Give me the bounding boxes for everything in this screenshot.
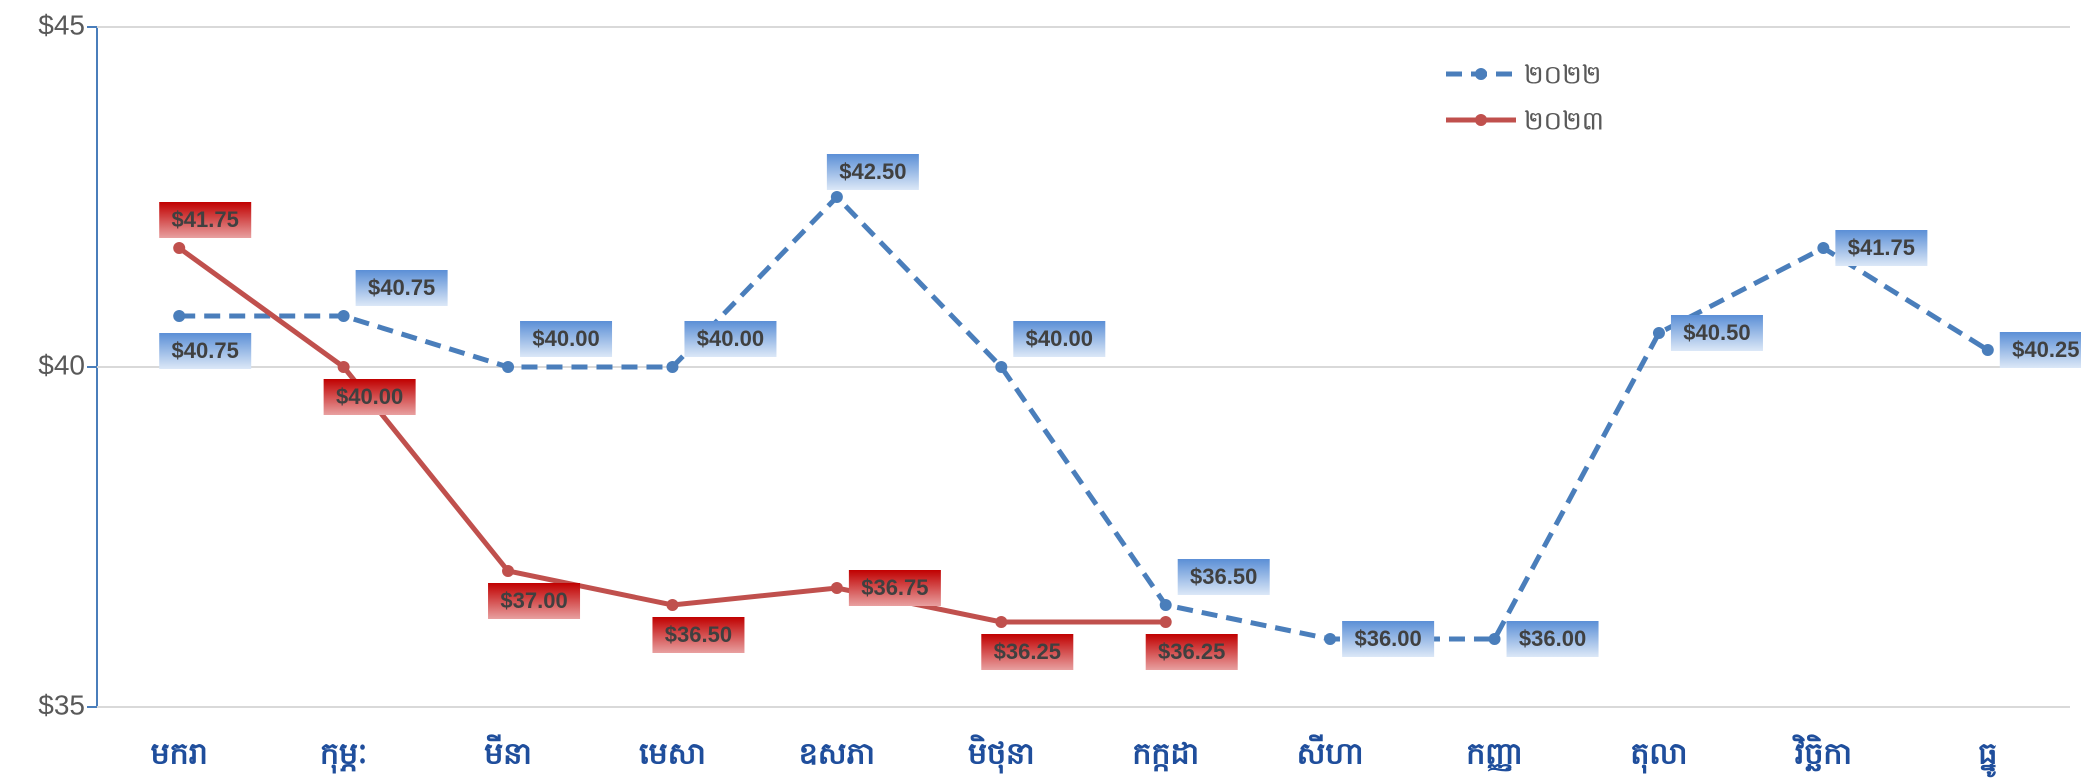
- value-label-box: [826, 154, 919, 190]
- point: [666, 599, 679, 611]
- y-tick-label: $45: [38, 9, 85, 40]
- point: [666, 361, 679, 373]
- value-label: $42.50: [839, 159, 906, 184]
- point: [173, 242, 186, 254]
- point: [502, 565, 515, 577]
- x-tick-label: ធ្នូ: [1978, 737, 1997, 778]
- value-label: $36.00: [1354, 626, 1421, 651]
- value-label-box: [520, 321, 613, 357]
- point: [173, 310, 186, 322]
- value-label: $40.25: [2012, 337, 2079, 362]
- value-label: $40.50: [1683, 320, 1750, 345]
- value-label: $36.50: [1190, 564, 1257, 589]
- value-label: $41.75: [1848, 235, 1915, 260]
- y-tick-label: $40: [38, 349, 85, 380]
- value-label: $36.50: [665, 622, 732, 647]
- point: [1652, 327, 1665, 339]
- value-label: $36.00: [1519, 626, 1586, 651]
- point: [337, 361, 350, 373]
- point: [337, 310, 350, 322]
- value-label: $36.25: [1158, 639, 1225, 664]
- value-label-box: [848, 570, 941, 606]
- point: [1159, 599, 1172, 611]
- x-tick-label: មេសា: [639, 737, 706, 772]
- legend-label: ២០២៣: [1524, 107, 1604, 137]
- value-label-box: [981, 634, 1074, 670]
- value-label-box: [1177, 559, 1270, 595]
- x-tick-label: មិថុនា: [968, 734, 1035, 775]
- x-tick-label: តុលា: [1630, 737, 1687, 775]
- value-label-box: [652, 617, 745, 653]
- value-label-box: [1835, 230, 1928, 266]
- x-tick-label: កក្កដា: [1132, 737, 1199, 772]
- value-label-box: [159, 333, 252, 369]
- value-label-box: [159, 202, 252, 238]
- legend-label: ២០២២: [1524, 61, 1601, 91]
- value-label: $40.00: [697, 326, 764, 351]
- point: [995, 361, 1008, 373]
- value-label-box: [1506, 621, 1599, 657]
- value-label: $40.75: [368, 275, 435, 300]
- x-tick-label: កញ្ញា: [1466, 737, 1523, 772]
- value-label-box: [323, 379, 416, 415]
- series-line: [179, 193, 1990, 642]
- point: [830, 191, 843, 203]
- value-label: $40.00: [1026, 326, 1093, 351]
- value-label: $41.75: [172, 207, 239, 232]
- x-tick-label: កុម្ភៈ: [320, 737, 367, 775]
- value-label: $36.75: [861, 575, 928, 600]
- value-label-box: [1342, 621, 1435, 657]
- value-label: $40.00: [532, 326, 599, 351]
- value-label: $40.00: [336, 384, 403, 409]
- value-label: $37.00: [500, 588, 567, 613]
- legend-marker: [1475, 114, 1487, 126]
- y-tick-label: $35: [38, 689, 85, 720]
- x-tick-label: ឧសភា: [799, 737, 875, 772]
- point: [1159, 616, 1172, 628]
- x-tick-label: វិច្ឆិកា: [1791, 734, 1852, 772]
- legend-marker: [1475, 68, 1487, 80]
- value-label-box: [1013, 321, 1106, 357]
- value-label: $40.75: [172, 338, 239, 363]
- x-tick-label: មករា: [151, 737, 208, 772]
- x-tick-label: សីហា: [1297, 734, 1364, 772]
- series-line: [177, 245, 1166, 625]
- point: [830, 582, 843, 594]
- x-tick-label: មីនា: [484, 734, 532, 772]
- point: [1817, 242, 1830, 254]
- point: [1981, 344, 1994, 356]
- value-label-box: [355, 270, 448, 306]
- point: [502, 361, 515, 373]
- value-label-box: [684, 321, 777, 357]
- value-label-box: [1145, 634, 1238, 670]
- value-label-box: [488, 583, 581, 619]
- value-label: $36.25: [994, 639, 1061, 664]
- point: [1324, 633, 1337, 645]
- value-label-box: [1670, 315, 1763, 351]
- point: [995, 616, 1008, 628]
- point: [1488, 633, 1501, 645]
- value-label-box: [1999, 332, 2081, 368]
